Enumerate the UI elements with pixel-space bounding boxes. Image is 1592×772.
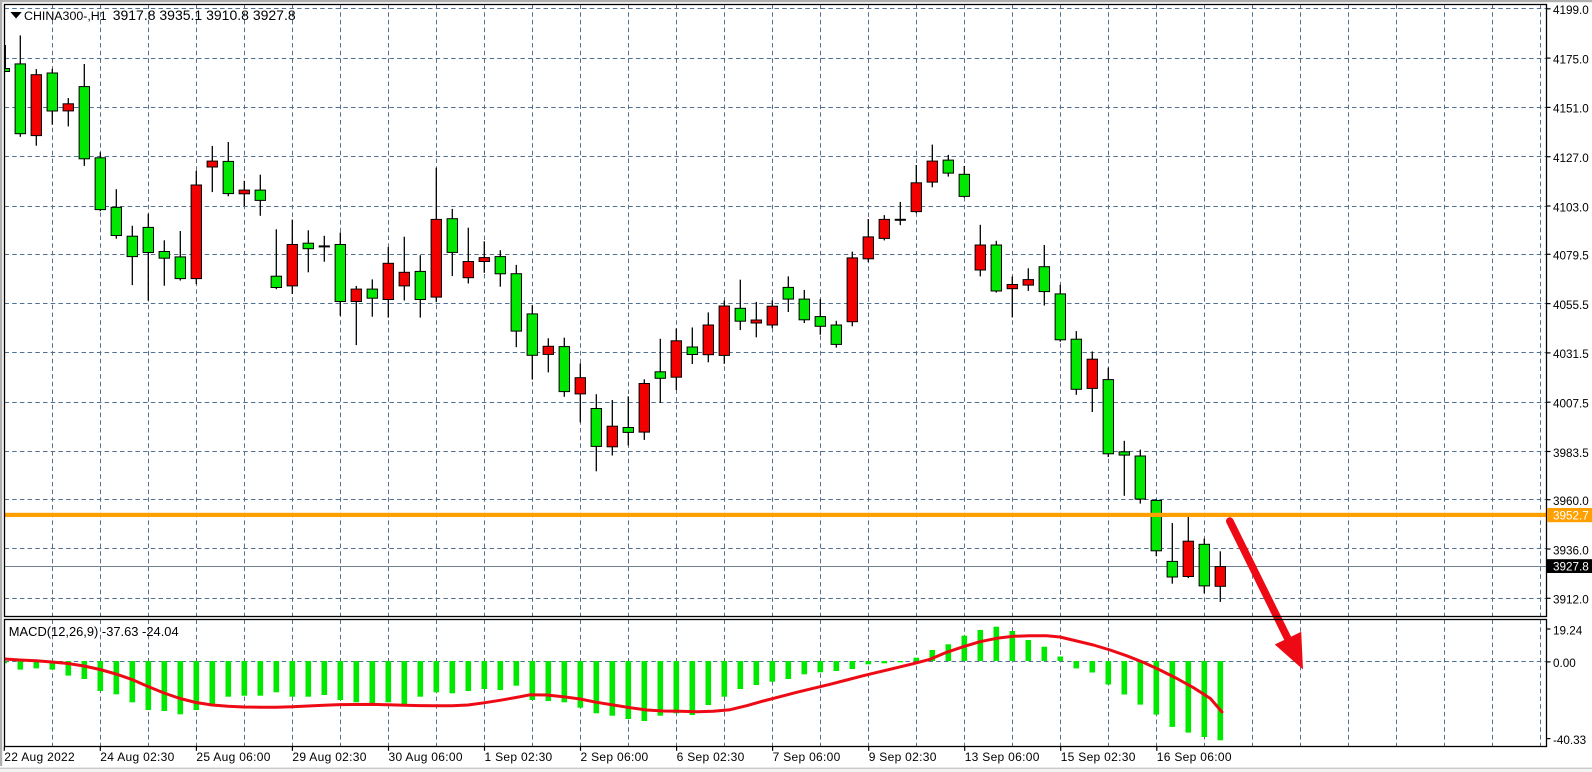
svg-text:4151.0: 4151.0 xyxy=(1553,103,1589,116)
svg-text:MACD(12,26,9) -37.63 -24.04: MACD(12,26,9) -37.63 -24.04 xyxy=(9,624,179,639)
svg-text:-40.33: -40.33 xyxy=(1553,734,1586,747)
svg-text:30 Aug 06:00: 30 Aug 06:00 xyxy=(389,750,463,764)
svg-text:3983.5: 3983.5 xyxy=(1553,447,1589,460)
svg-text:4055.5: 4055.5 xyxy=(1553,299,1589,312)
svg-text:4007.5: 4007.5 xyxy=(1553,398,1589,411)
svg-text:3936.0: 3936.0 xyxy=(1553,544,1589,557)
svg-text:1 Sep 02:30: 1 Sep 02:30 xyxy=(485,750,553,764)
svg-text:3960.0: 3960.0 xyxy=(1553,495,1589,508)
svg-text:4199.0: 4199.0 xyxy=(1553,4,1589,17)
svg-text:2 Sep 06:00: 2 Sep 06:00 xyxy=(581,750,649,764)
svg-text:4031.5: 4031.5 xyxy=(1553,348,1589,361)
svg-text:19.24: 19.24 xyxy=(1553,624,1583,637)
svg-text:4079.5: 4079.5 xyxy=(1553,250,1589,263)
svg-text:4127.0: 4127.0 xyxy=(1553,152,1589,165)
svg-text:4103.0: 4103.0 xyxy=(1553,201,1589,214)
svg-text:25 Aug 06:00: 25 Aug 06:00 xyxy=(196,750,270,764)
svg-text:3912.0: 3912.0 xyxy=(1553,594,1589,607)
svg-text:6 Sep 02:30: 6 Sep 02:30 xyxy=(677,750,745,764)
svg-text:3917.8 3935.1 3910.8 3927.8: 3917.8 3935.1 3910.8 3927.8 xyxy=(113,7,296,23)
svg-text:16 Sep 06:00: 16 Sep 06:00 xyxy=(1157,750,1232,764)
svg-text:22 Aug 2022: 22 Aug 2022 xyxy=(4,750,75,764)
svg-text:29 Aug 02:30: 29 Aug 02:30 xyxy=(292,750,366,764)
svg-text:13 Sep 06:00: 13 Sep 06:00 xyxy=(965,750,1040,764)
svg-text:3952.7: 3952.7 xyxy=(1553,510,1589,523)
svg-text:4175.0: 4175.0 xyxy=(1553,53,1589,66)
svg-text:24 Aug 02:30: 24 Aug 02:30 xyxy=(100,750,174,764)
svg-text:9 Sep 02:30: 9 Sep 02:30 xyxy=(869,750,937,764)
svg-text:15 Sep 02:30: 15 Sep 02:30 xyxy=(1061,750,1136,764)
svg-text:7 Sep 06:00: 7 Sep 06:00 xyxy=(773,750,841,764)
svg-text:3927.8: 3927.8 xyxy=(1553,560,1589,573)
svg-text:CHINA300-,H1: CHINA300-,H1 xyxy=(24,9,107,23)
svg-text:0.00: 0.00 xyxy=(1553,657,1576,670)
